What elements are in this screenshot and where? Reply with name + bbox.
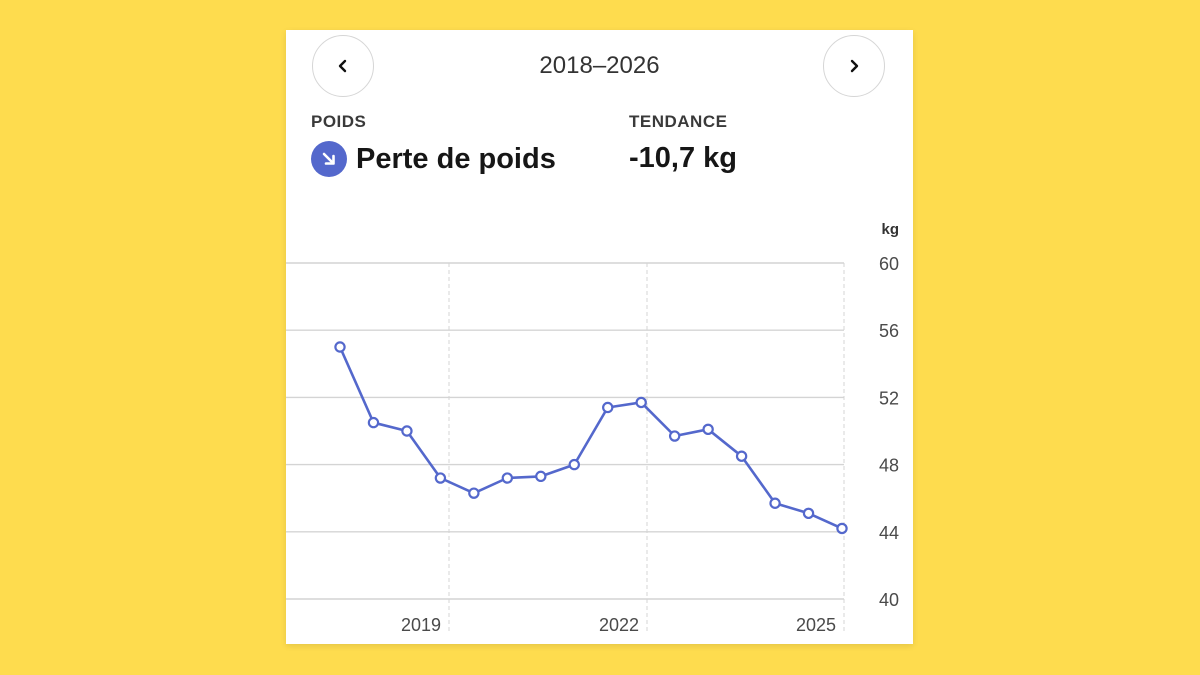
data-point	[702, 423, 714, 436]
weight-label: POIDS	[311, 112, 367, 131]
data-point	[602, 401, 614, 414]
weight-card: 2018–2026 POIDS TENDANCE Perte de poids …	[286, 30, 913, 644]
weight-status: Perte de poids	[311, 141, 556, 177]
y-tick-label: 56	[879, 321, 899, 341]
y-tick-label: 40	[879, 590, 899, 610]
data-point	[535, 470, 547, 483]
y-tick-label: 52	[879, 388, 899, 408]
weight-status-text: Perte de poids	[356, 142, 556, 175]
data-point	[802, 507, 815, 520]
trend-value: -10,7 kg	[629, 142, 737, 174]
data-point	[735, 450, 748, 462]
trend-label: TENDANCE	[629, 112, 728, 131]
data-point	[836, 522, 848, 535]
data-point	[668, 430, 681, 442]
data-point	[334, 341, 346, 353]
weight-line-chart: kg 40 44 48 52 56 60 2019 2022 2025	[286, 221, 899, 635]
y-tick-label: 60	[879, 254, 899, 274]
data-point	[468, 487, 480, 499]
y-axis-unit: kg	[881, 221, 899, 238]
data-point	[769, 497, 781, 509]
x-tick-label: 2019	[401, 615, 441, 635]
series-line	[338, 345, 844, 530]
data-point	[434, 472, 447, 484]
data-point	[635, 396, 647, 409]
data-point	[367, 416, 380, 429]
y-tick-label: 44	[879, 523, 899, 543]
previous-period-button[interactable]	[312, 35, 374, 97]
chevron-left-icon	[338, 59, 347, 73]
y-tick-label: 48	[879, 456, 899, 476]
data-point	[501, 472, 514, 484]
next-period-button[interactable]	[823, 35, 885, 97]
x-tick-label: 2025	[796, 615, 836, 635]
chevron-right-icon	[850, 59, 859, 73]
arrow-down-right-icon	[311, 141, 347, 177]
date-range-title: 2018–2026	[539, 52, 660, 79]
data-point	[401, 425, 413, 437]
x-tick-label: 2022	[599, 615, 639, 635]
data-point	[568, 458, 580, 471]
